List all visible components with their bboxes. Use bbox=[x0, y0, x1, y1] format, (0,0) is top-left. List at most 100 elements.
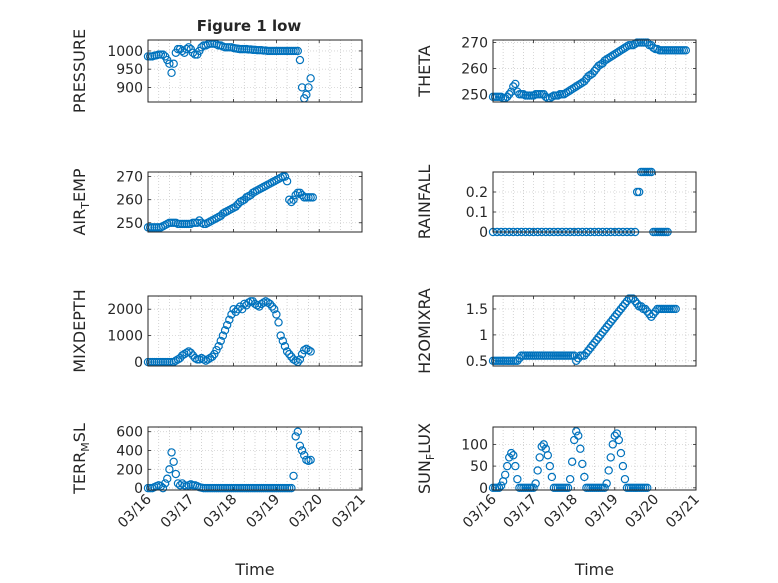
ylabel-main: PRESSURE bbox=[70, 29, 89, 113]
xtick-label: 03/17 bbox=[501, 492, 541, 532]
data-point bbox=[620, 474, 630, 484]
data-point bbox=[182, 44, 191, 54]
data-point bbox=[178, 351, 187, 360]
ylabel-main: MIXDEPTH bbox=[70, 289, 89, 372]
ytick-label: 260 bbox=[461, 61, 488, 77]
data-point bbox=[503, 92, 512, 102]
data-point bbox=[171, 469, 181, 479]
ytick-label: 200 bbox=[116, 462, 143, 478]
ylabel: THETA bbox=[415, 45, 434, 97]
data-point bbox=[190, 353, 200, 363]
data-point bbox=[513, 356, 522, 366]
xtick-label: 03/17 bbox=[158, 492, 198, 532]
axes-box bbox=[147, 295, 363, 367]
ytick-label: 0 bbox=[479, 225, 488, 241]
data-point bbox=[267, 302, 277, 311]
data-point bbox=[586, 343, 595, 353]
ytick-label: 0 bbox=[134, 355, 143, 371]
data-point bbox=[227, 310, 236, 319]
data-point bbox=[214, 341, 223, 351]
plot-area bbox=[493, 427, 696, 490]
data-point bbox=[671, 304, 680, 314]
data-point bbox=[308, 193, 317, 202]
ytick-label: 270 bbox=[461, 36, 488, 52]
ylabel: AIRTEMP bbox=[70, 168, 92, 235]
data-point bbox=[600, 325, 609, 334]
data-point bbox=[265, 299, 275, 309]
ylabel-main: TERR bbox=[70, 452, 89, 495]
data-point bbox=[295, 188, 305, 197]
data-point bbox=[207, 352, 217, 361]
data-point bbox=[210, 349, 219, 359]
axes-box bbox=[492, 426, 697, 491]
xtick-label: 03/18 bbox=[541, 492, 581, 532]
axes-box bbox=[492, 295, 697, 367]
ytick-label: 1000 bbox=[107, 44, 143, 60]
data-point bbox=[634, 187, 644, 197]
data-point bbox=[649, 309, 658, 319]
data-point bbox=[222, 320, 232, 330]
data-point bbox=[537, 442, 546, 451]
data-point bbox=[622, 42, 632, 51]
data-point bbox=[547, 472, 557, 482]
ytick-label: 0 bbox=[134, 481, 143, 497]
data-point bbox=[218, 331, 228, 340]
data-point bbox=[496, 481, 506, 490]
data-point bbox=[295, 355, 305, 364]
data-point bbox=[158, 483, 168, 493]
data-point bbox=[203, 355, 213, 364]
data-point bbox=[289, 195, 298, 204]
subplot-8: 0 50 100 SUNFLUX 03/16 03/17 03/18 03/19 03/20 03… bbox=[415, 423, 703, 579]
ylabel-subscript: T bbox=[79, 202, 92, 210]
subplot-2: 250 260 270 THETA bbox=[415, 36, 697, 103]
data-point bbox=[306, 74, 315, 83]
data-point bbox=[306, 455, 315, 465]
data-point bbox=[291, 432, 300, 441]
data-point bbox=[509, 451, 518, 460]
data-point bbox=[588, 69, 597, 78]
data-point bbox=[543, 451, 553, 460]
data-point bbox=[302, 344, 311, 354]
xtick-label: 03/18 bbox=[201, 492, 241, 532]
data-point bbox=[295, 441, 305, 451]
ytick-label: 250 bbox=[461, 87, 488, 103]
data-point bbox=[541, 92, 550, 102]
data-point bbox=[158, 50, 168, 59]
data-point bbox=[304, 345, 313, 355]
ytick-label: 400 bbox=[116, 444, 143, 460]
ytick-label: 600 bbox=[116, 425, 143, 441]
data-point bbox=[163, 474, 172, 483]
ytick-label: 50 bbox=[470, 459, 488, 475]
data-point bbox=[563, 483, 573, 493]
data-point bbox=[233, 305, 243, 314]
ytick-label: 950 bbox=[116, 62, 143, 78]
ylabel-tail: LUX bbox=[415, 423, 434, 454]
subplot-4: 0 0.1 0.2 RAINFALL bbox=[415, 165, 697, 241]
data-point bbox=[285, 349, 294, 359]
data-point bbox=[604, 320, 613, 329]
data-point bbox=[503, 461, 512, 471]
data-point bbox=[250, 299, 260, 309]
xlabel: Time bbox=[574, 560, 614, 579]
data-point bbox=[302, 90, 311, 99]
figure-title: Figure 1 low bbox=[197, 17, 302, 35]
data-point bbox=[600, 483, 609, 493]
data-point bbox=[231, 202, 240, 211]
ylabel-tail: EMP bbox=[70, 168, 89, 202]
axes-box bbox=[147, 426, 363, 491]
data-point bbox=[297, 83, 307, 92]
subplot-3: 250 260 270 AIRTEMP bbox=[70, 168, 363, 236]
data-point bbox=[590, 338, 599, 347]
xtick-label: 03/20 bbox=[286, 492, 326, 532]
data-point bbox=[287, 483, 296, 493]
data-point bbox=[612, 309, 622, 319]
data-point bbox=[167, 68, 176, 78]
data-point bbox=[165, 59, 174, 68]
data-point bbox=[606, 317, 615, 327]
data-point bbox=[300, 451, 309, 460]
ylabel-main: SUN bbox=[415, 460, 434, 494]
data-point bbox=[280, 341, 290, 351]
data-point bbox=[533, 466, 542, 475]
data-point bbox=[291, 356, 300, 365]
